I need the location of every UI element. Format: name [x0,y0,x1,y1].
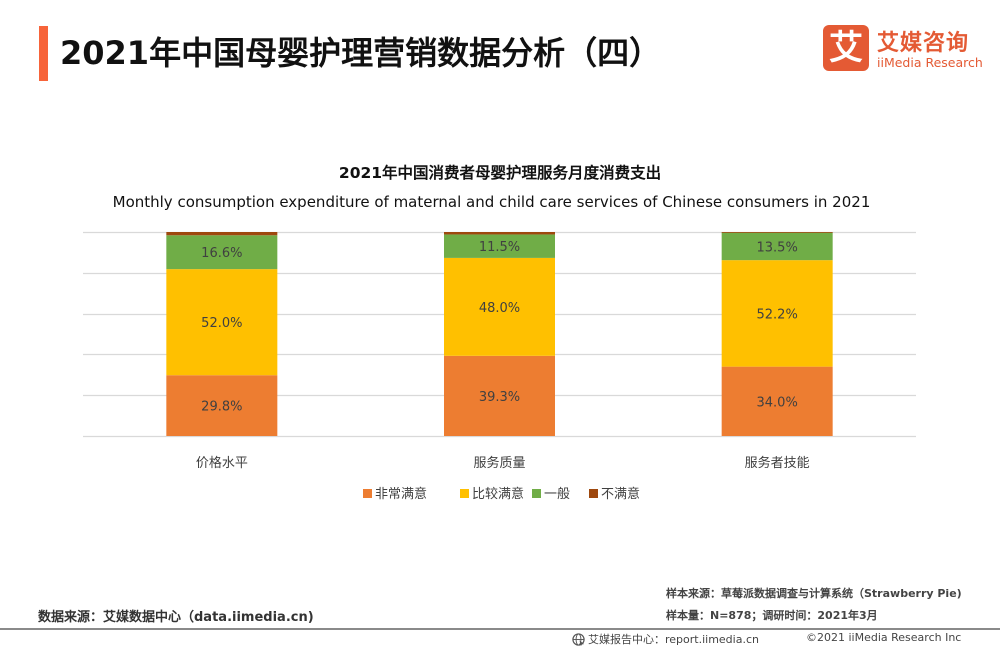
data-source: 数据来源：艾媒数据中心（data.iimedia.cn) [38,610,314,625]
globe-icon [572,632,585,646]
bar-segment [444,232,555,235]
bar-segment [444,355,555,436]
data-label: 34.0% [757,395,798,410]
data-label: 39.3% [479,390,520,405]
x-tick-label: 价格水平 [196,455,248,471]
legend-swatch [363,489,372,498]
report-center-text: 艾媒报告中心：report.iimedia.cn [588,633,759,646]
data-label: 16.6% [201,246,242,261]
bar-segment [721,366,833,436]
bar-segment [721,232,833,233]
bar-segment [166,235,278,270]
logo-text-en: iiMedia Research [877,55,983,70]
report-center: 艾媒报告中心：report.iimedia.cn [572,631,759,647]
logo-mark-icon: 艾 [823,25,869,71]
logo-text-cn: 艾媒咨询 [877,31,970,56]
sample-info: 样本量：N=878；调研时间：2021年3月 [666,609,878,622]
legend-label: 非常满意 [375,486,427,502]
bar-segment [166,232,278,236]
bar-segment [166,269,278,376]
sample-source: 样本来源：草莓派数据调查与计算系统（Strawberry Pie) [666,587,962,600]
page-title: 2021年中国母婴护理营销数据分析（四） [60,34,662,72]
data-label: 11.5% [479,240,520,255]
bar-segment [444,257,555,356]
legend-label: 一般 [544,486,570,502]
data-label: 52.2% [757,307,798,322]
bar-segment [721,260,833,367]
bar-segment [166,375,278,436]
chart-subtitle: Monthly consumption expenditure of mater… [112,193,871,211]
iimedia-logo: 艾 艾媒咨询 iiMedia Research [823,25,993,75]
title-accent-bar [39,26,48,81]
data-label: 48.0% [479,301,520,316]
legend-label: 不满意 [601,486,640,502]
legend-swatch [460,489,469,498]
data-label: 52.0% [201,316,242,331]
bar-segment [444,234,555,258]
chart-title: 2021年中国消费者母婴护理服务月度消费支出 [338,164,662,182]
x-tick-label: 服务质量 [473,455,525,471]
stacked-bar-chart: 29.8% 52.0% 16.6% 价格水平 39.3% 48.0% 11.5% 服务质量 34… [83,231,916,502]
data-label: 29.8% [201,400,242,415]
copyright: ©2021 iiMedia Research Inc [806,631,962,644]
legend-label: 比较满意 [472,486,524,502]
x-tick-label: 服务者技能 [745,455,810,471]
bar-segment [721,232,833,261]
legend-swatch [589,489,598,498]
data-label: 13.5% [757,240,798,255]
legend-swatch [532,489,541,498]
footer-divider [0,628,1000,630]
